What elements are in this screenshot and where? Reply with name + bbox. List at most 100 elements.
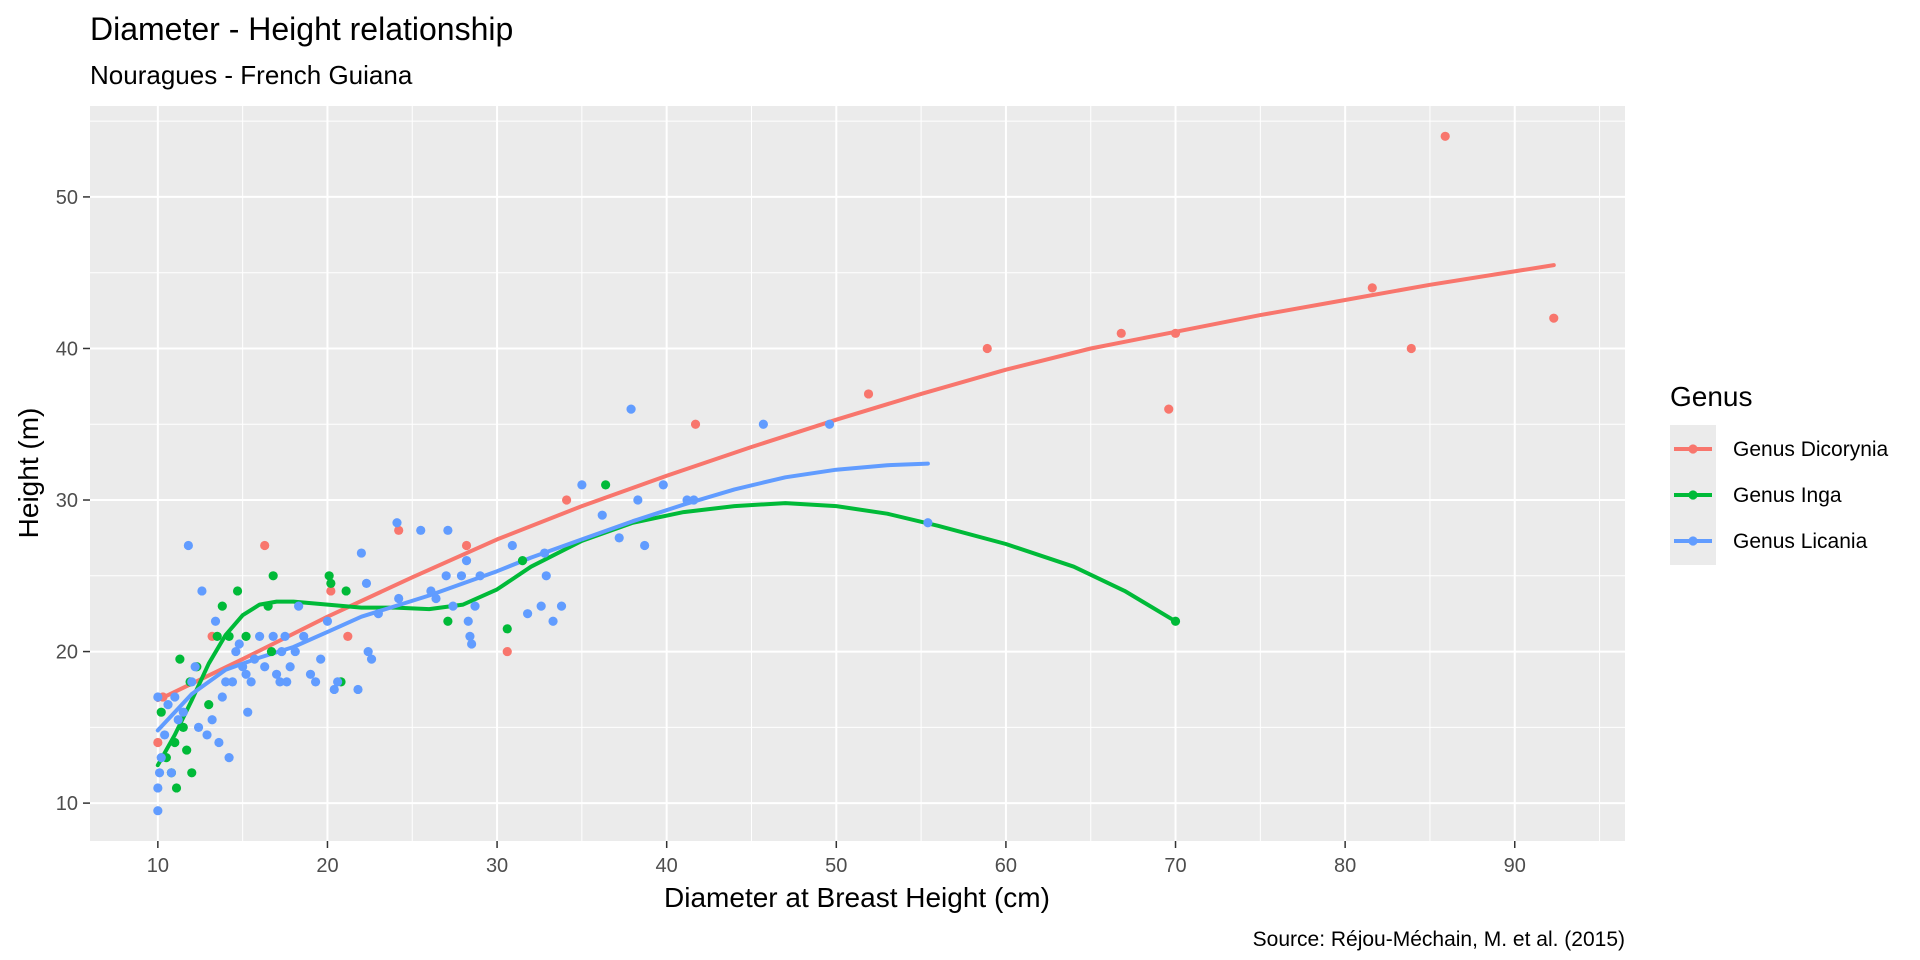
data-point	[173, 715, 183, 725]
data-point	[224, 631, 234, 642]
data-point	[470, 601, 480, 611]
data-point	[329, 684, 339, 695]
data-point	[416, 525, 426, 535]
data-point	[207, 715, 217, 725]
data-point	[326, 586, 336, 596]
plot-panel	[90, 106, 1625, 841]
data-point	[227, 677, 238, 687]
legend: Genus Genus Dicorynia Genus Inga Genus Lic…	[1670, 381, 1889, 565]
x-tick-label: 60	[995, 855, 1017, 877]
data-point	[541, 571, 551, 581]
data-point	[426, 586, 436, 596]
y-tick-label: 30	[56, 490, 78, 512]
data-point	[465, 631, 475, 642]
data-point	[614, 533, 624, 543]
data-point	[507, 540, 517, 551]
legend-key-point	[1688, 444, 1698, 454]
legend-title: Genus	[1670, 381, 1753, 412]
data-point	[268, 571, 278, 581]
data-point	[156, 707, 166, 717]
data-point	[356, 548, 366, 558]
data-point	[640, 540, 650, 551]
data-point	[548, 616, 558, 626]
data-point	[633, 495, 643, 505]
data-point	[182, 745, 192, 755]
data-point	[366, 654, 377, 664]
data-point	[282, 677, 292, 687]
data-point	[392, 518, 402, 528]
x-tick-label: 50	[825, 855, 847, 877]
data-point	[689, 495, 699, 505]
data-point	[1367, 283, 1377, 293]
data-point	[758, 419, 768, 429]
data-point	[461, 556, 472, 566]
data-point	[249, 654, 260, 664]
data-point	[171, 783, 182, 793]
data-point	[153, 783, 163, 793]
data-point	[170, 692, 180, 702]
y-tick-label: 10	[56, 793, 78, 815]
data-point	[1164, 404, 1174, 414]
data-point	[246, 677, 256, 687]
legend-key-point	[1688, 490, 1698, 500]
data-point	[260, 662, 270, 672]
data-point	[214, 737, 224, 748]
x-tick-label: 40	[656, 855, 678, 877]
data-point	[163, 700, 173, 710]
data-point	[326, 578, 336, 588]
data-point	[187, 677, 197, 687]
data-point	[443, 525, 453, 535]
data-point	[193, 722, 204, 732]
data-point	[178, 722, 188, 732]
data-point	[285, 662, 295, 672]
data-point	[221, 677, 231, 687]
data-point	[241, 669, 251, 679]
major-gridlines	[90, 106, 1625, 841]
data-point	[536, 601, 546, 611]
data-point	[294, 601, 304, 611]
data-point	[271, 669, 282, 679]
data-point	[562, 495, 572, 505]
data-point	[461, 540, 472, 551]
legend-label: Genus Licania	[1733, 530, 1868, 553]
data-point	[156, 753, 166, 763]
data-point	[353, 684, 363, 695]
data-point	[523, 609, 533, 619]
data-point	[601, 480, 611, 490]
data-point	[539, 548, 550, 558]
data-point	[322, 616, 333, 626]
data-point	[153, 737, 163, 748]
data-point	[361, 578, 372, 588]
data-point	[280, 631, 290, 642]
data-point	[204, 700, 214, 710]
data-point	[556, 601, 567, 611]
data-point	[863, 389, 874, 399]
data-point	[299, 631, 309, 642]
data-point	[232, 586, 243, 596]
data-point	[475, 571, 485, 581]
data-point	[448, 601, 458, 611]
data-point	[212, 631, 222, 642]
data-point	[363, 646, 373, 657]
data-point	[290, 646, 300, 657]
data-point	[175, 654, 185, 664]
data-point	[183, 540, 193, 551]
data-point	[187, 768, 197, 778]
data-point	[243, 707, 253, 717]
x-axis-title: Diameter at Breast Height (cm)	[664, 882, 1050, 913]
legend-label: Genus Inga	[1733, 484, 1842, 507]
x-tick-label: 10	[147, 855, 169, 877]
data-point	[394, 525, 404, 535]
data-point	[456, 571, 467, 581]
data-point	[268, 631, 278, 642]
data-point	[626, 404, 636, 414]
chart-title: Diameter - Height relationship	[90, 11, 513, 47]
data-point	[1549, 313, 1559, 323]
y-tick-label: 40	[56, 338, 78, 360]
x-tick-label: 70	[1164, 855, 1186, 877]
data-point	[238, 662, 248, 672]
data-point	[266, 646, 277, 657]
data-point	[502, 646, 512, 657]
smooth-line-series-0	[155, 263, 1556, 703]
data-point	[690, 419, 701, 429]
